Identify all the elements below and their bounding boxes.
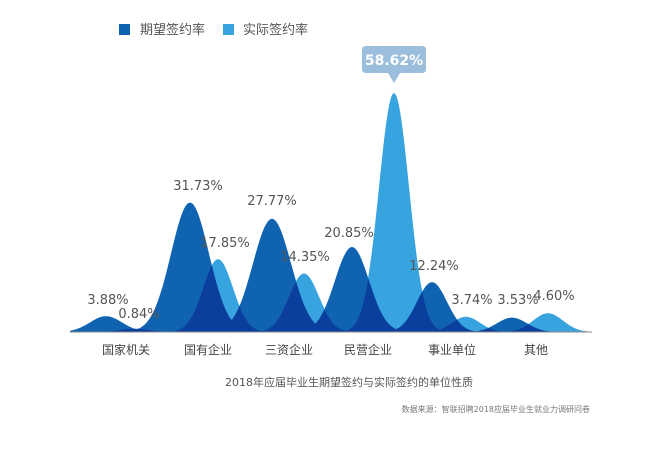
value-label-actual: 3.74% <box>451 293 492 308</box>
value-label-actual: 17.85% <box>200 236 250 251</box>
value-label-expected: 3.53% <box>497 293 538 308</box>
value-label-expected: 20.85% <box>324 226 374 241</box>
value-labels: 3.88% 31.73% 27.77% 20.85% 12.24% 3.53% 0.84% 1… <box>87 179 574 322</box>
category-label: 事业单位 <box>428 342 476 357</box>
callout-value: 58.62% <box>365 53 423 69</box>
chart-caption: 2018年应届毕业生期望签约与实际签约的单位性质 <box>225 375 473 389</box>
category-label: 国有企业 <box>184 342 232 357</box>
value-label-expected: 12.24% <box>409 259 459 274</box>
category-label: 民营企业 <box>344 342 392 357</box>
legend: 期望签约率 实际签约率 <box>119 22 308 38</box>
category-label: 其他 <box>524 343 548 357</box>
legend-label-actual: 实际签约率 <box>243 22 308 38</box>
value-label-actual: 0.84% <box>118 307 159 322</box>
value-label-expected: 27.77% <box>247 194 297 209</box>
legend-swatch-actual <box>223 24 234 35</box>
value-label-actual: 4.60% <box>533 289 574 304</box>
legend-swatch-expected <box>119 24 130 35</box>
callout-bubble <box>362 46 426 83</box>
category-labels: 国家机关 国有企业 三资企业 民营企业 事业单位 其他 <box>102 342 548 357</box>
category-label: 三资企业 <box>265 342 313 357</box>
value-label-actual: 14.35% <box>280 250 330 265</box>
value-label-expected: 31.73% <box>173 179 223 194</box>
plot-areas <box>70 93 592 332</box>
legend-label-expected: 期望签约率 <box>140 22 205 38</box>
value-label-expected: 3.88% <box>87 293 128 308</box>
category-label: 国家机关 <box>102 342 150 357</box>
highlight-callout: 58.62% <box>362 46 426 83</box>
data-source: 数据来源：智联招聘2018应届毕业生就业力调研问卷 <box>402 404 590 414</box>
